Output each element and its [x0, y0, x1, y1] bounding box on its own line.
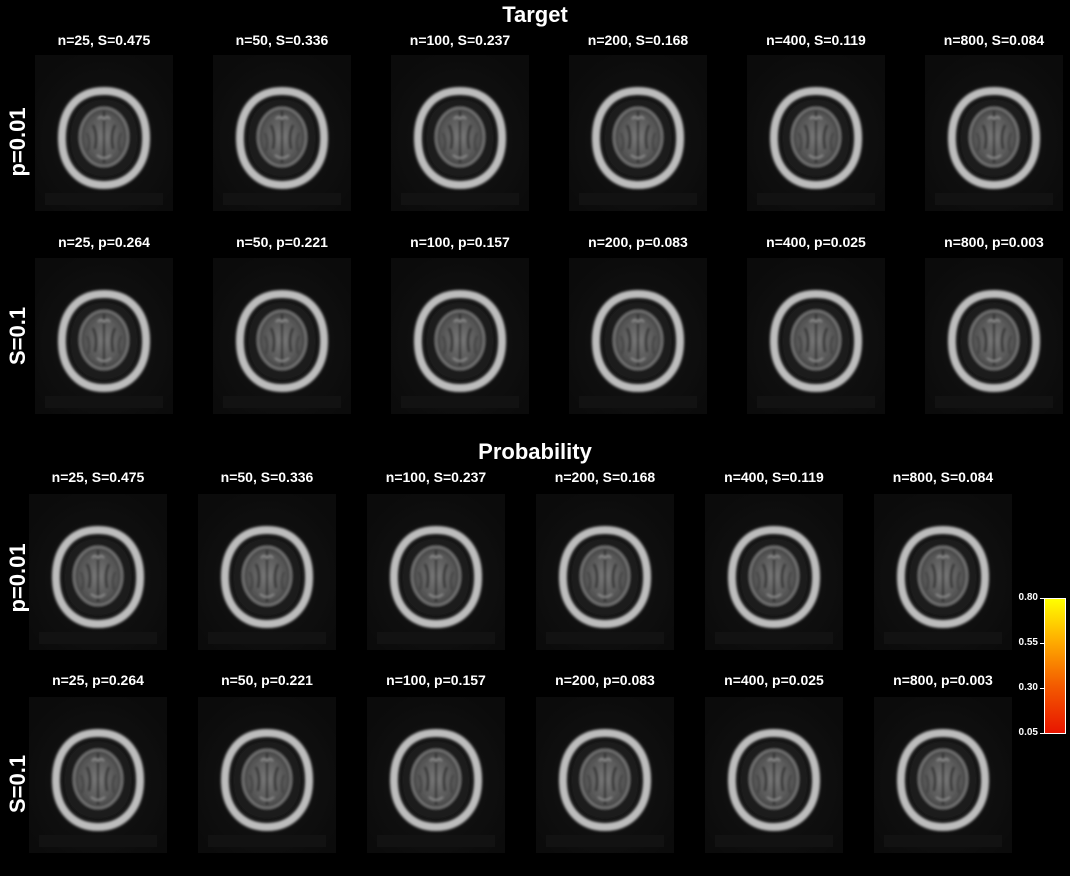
- brain-scan-image: [536, 494, 674, 650]
- probability-r1-caption: n=400, S=0.119: [724, 469, 824, 485]
- probability-r1-caption: n=800, S=0.084: [892, 469, 994, 485]
- target-title: Target: [502, 2, 568, 27]
- target-r1-caption: n=25, S=0.475: [57, 32, 151, 48]
- brain-scan-image: [705, 697, 843, 853]
- probability-title: Probability: [478, 439, 592, 464]
- colorbar-tick-label: 0.80: [1018, 592, 1038, 603]
- brain-scan-image: [747, 55, 885, 211]
- probability-r1-caption: n=25, S=0.475: [51, 469, 145, 485]
- probability-r2-caption: n=100, p=0.157: [386, 672, 486, 688]
- brain-scan-image: [747, 258, 885, 414]
- probability-r2-caption: n=400, p=0.025: [724, 672, 824, 688]
- target-r1-caption: n=100, S=0.237: [409, 32, 511, 48]
- brain-scan-image: [536, 697, 674, 853]
- colorbar-tick-label: 0.05: [1018, 727, 1038, 738]
- target-r2-caption: n=25, p=0.264: [58, 234, 150, 250]
- brain-scan-image: [213, 55, 351, 211]
- brain-scan-image: [198, 697, 336, 853]
- colorbar: [1044, 598, 1066, 734]
- probability-r1-caption: n=200, S=0.168: [554, 469, 656, 485]
- brain-scan-image: [705, 494, 843, 650]
- brain-scan-image: [569, 55, 707, 211]
- brain-scan-image: [925, 55, 1063, 211]
- brain-scan-image: [35, 258, 173, 414]
- target-r2-caption: n=100, p=0.157: [410, 234, 510, 250]
- target-r1-caption: n=200, S=0.168: [587, 32, 689, 48]
- target-r1-caption: n=400, S=0.119: [766, 32, 866, 48]
- target-row-label-2: S=0.1: [5, 306, 30, 366]
- brain-scan-image: [29, 494, 167, 650]
- probability-row-label-2: S=0.1: [5, 754, 30, 814]
- brain-scan-image: [874, 494, 1012, 650]
- brain-scan-image: [367, 494, 505, 650]
- brain-scan-image: [925, 258, 1063, 414]
- colorbar-tick: [1040, 643, 1044, 644]
- colorbar-tick-label: 0.30: [1018, 682, 1038, 693]
- probability-r1-caption: n=100, S=0.237: [385, 469, 487, 485]
- probability-r1-caption: n=50, S=0.336: [220, 469, 314, 485]
- colorbar-tick: [1040, 688, 1044, 689]
- brain-scan-image: [874, 697, 1012, 853]
- target-r1-caption: n=800, S=0.084: [943, 32, 1045, 48]
- probability-r2-caption: n=50, p=0.221: [221, 672, 313, 688]
- probability-r2-caption: n=800, p=0.003: [893, 672, 993, 688]
- brain-scan-image: [391, 258, 529, 414]
- brain-scan-image: [391, 55, 529, 211]
- brain-scan-image: [35, 55, 173, 211]
- probability-row-label-1: p=0.01: [5, 543, 30, 613]
- colorbar-tick: [1040, 598, 1044, 599]
- target-row-label-1: p=0.01: [5, 107, 30, 177]
- target-r2-caption: n=800, p=0.003: [944, 234, 1044, 250]
- brain-scan-image: [198, 494, 336, 650]
- target-r2-caption: n=50, p=0.221: [236, 234, 328, 250]
- target-r2-caption: n=200, p=0.083: [588, 234, 688, 250]
- brain-scan-image: [367, 697, 505, 853]
- target-r2-caption: n=400, p=0.025: [766, 234, 866, 250]
- brain-scan-image: [29, 697, 167, 853]
- colorbar-tick: [1040, 733, 1044, 734]
- brain-scan-image: [569, 258, 707, 414]
- probability-r2-caption: n=200, p=0.083: [555, 672, 655, 688]
- colorbar-tick-label: 0.55: [1018, 637, 1038, 648]
- target-r1-caption: n=50, S=0.336: [235, 32, 329, 48]
- brain-scan-image: [213, 258, 351, 414]
- probability-r2-caption: n=25, p=0.264: [52, 672, 144, 688]
